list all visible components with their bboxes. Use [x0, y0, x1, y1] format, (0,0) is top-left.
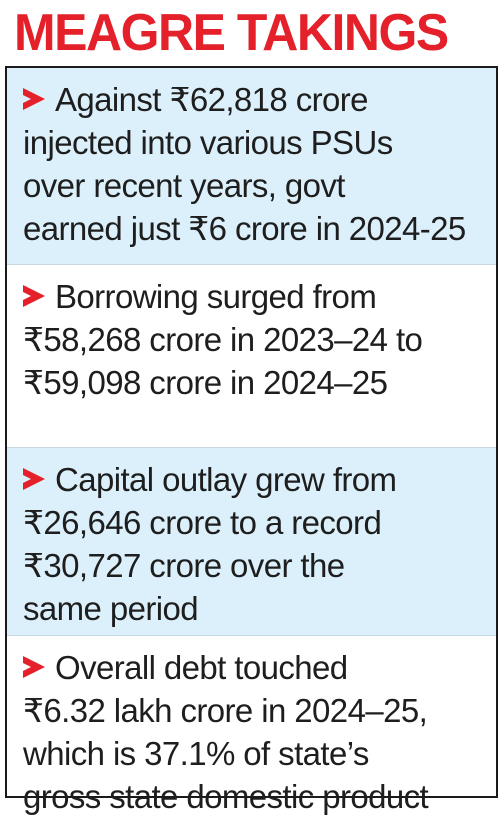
item-line: gross state domestic product	[23, 778, 429, 815]
list-item: Borrowing surged from ₹58,268 crore in 2…	[7, 264, 496, 447]
item-line: Against ₹62,818 crore	[23, 78, 496, 121]
item-line: ₹58,268 crore in 2023–24 to	[23, 321, 423, 358]
list-item: Capital outlay grew from ₹26,646 crore t…	[7, 447, 496, 635]
list-item: Overall debt touched ₹6.32 lakh crore in…	[7, 635, 496, 815]
item-line: Borrowing surged from	[23, 275, 496, 318]
items-frame: Against ₹62,818 crore injected into vari…	[5, 66, 498, 815]
item-line: ₹26,646 crore to a record	[23, 504, 382, 541]
infobox-title: MEAGRE TAKINGS	[14, 4, 449, 62]
red-arrow-bullet-icon	[23, 88, 45, 110]
item-line: ₹30,727 crore over the	[23, 547, 345, 584]
red-arrow-bullet-icon	[23, 285, 45, 307]
red-arrow-bullet-icon	[23, 656, 45, 678]
item-line: over recent years, govt	[23, 167, 345, 204]
item-line: earned just ₹6 crore in 2024-25	[23, 210, 466, 247]
list-item: Against ₹62,818 crore injected into vari…	[7, 68, 496, 264]
item-line: Capital outlay grew from	[23, 458, 496, 501]
item-line: which is 37.1% of state’s	[23, 735, 369, 772]
item-line: ₹59,098 crore in 2024–25	[23, 364, 388, 401]
item-line: same period	[23, 590, 199, 627]
item-line: ₹6.32 lakh crore in 2024–25,	[23, 692, 428, 729]
item-line: Overall debt touched	[23, 646, 496, 689]
red-arrow-bullet-icon	[23, 468, 45, 490]
title-bar: MEAGRE TAKINGS	[0, 0, 501, 66]
item-line: injected into various PSUs	[23, 124, 393, 161]
